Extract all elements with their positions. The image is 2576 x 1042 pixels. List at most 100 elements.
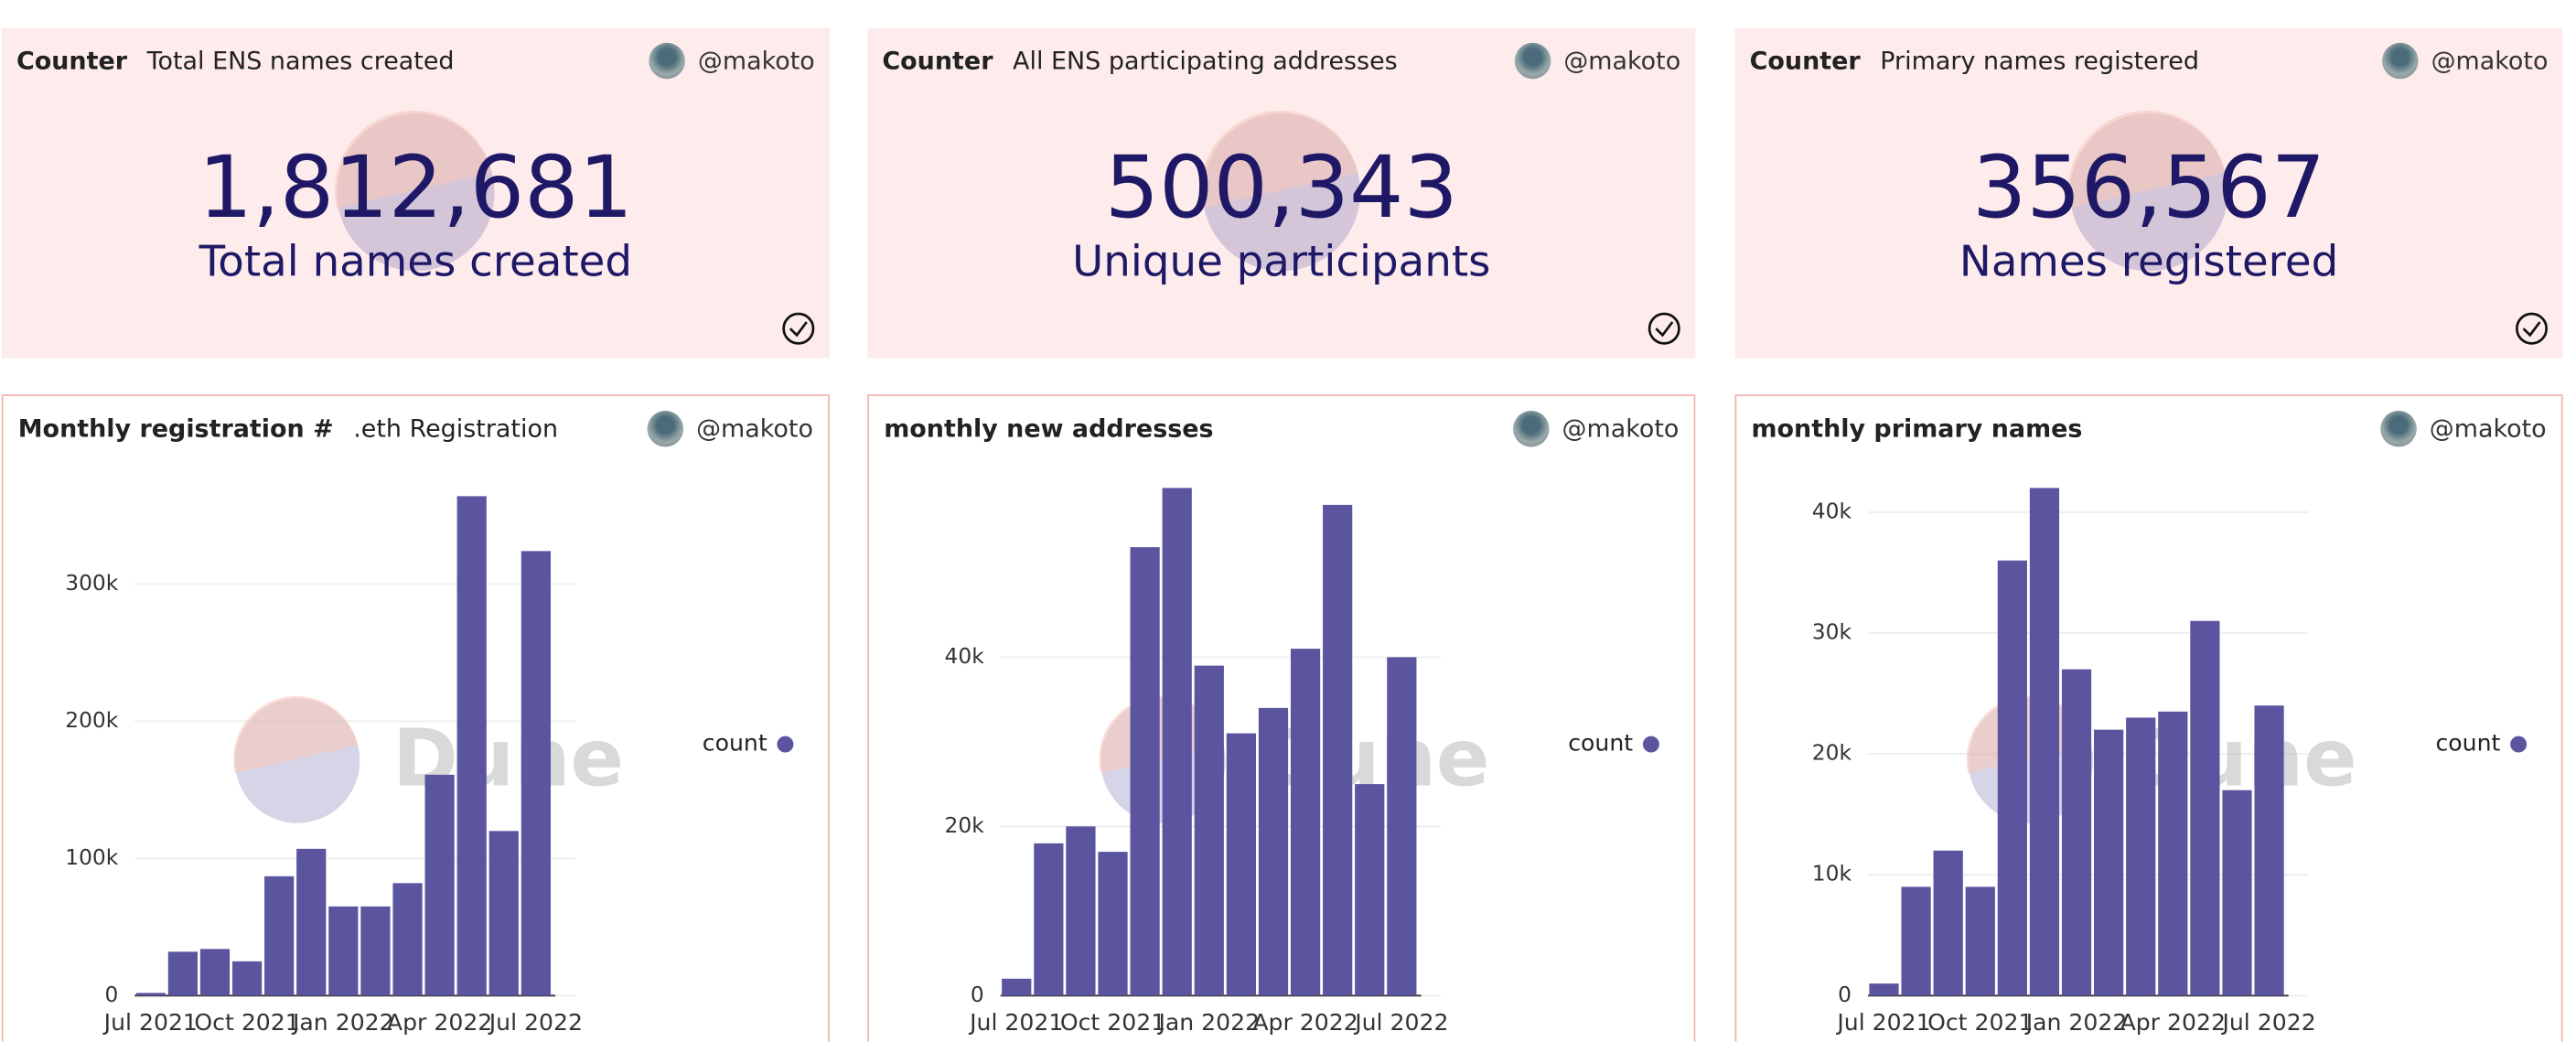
- bar: [231, 961, 263, 996]
- y-tick-label: 30k: [1812, 618, 1852, 644]
- legend-swatch: [777, 736, 794, 753]
- y-tick-label: 40k: [1812, 498, 1852, 523]
- check-icon: [2515, 312, 2549, 345]
- x-tick-label: Jul 2021: [102, 1009, 198, 1036]
- bar: [1869, 983, 1899, 996]
- counter-caption: Names registered: [1959, 238, 2339, 288]
- bar: [167, 951, 199, 996]
- panel-header: monthly new addresses: [884, 414, 1233, 444]
- panel-header: Counter Total ENS names created: [16, 46, 455, 75]
- check-icon: [1648, 312, 1680, 345]
- avatar: [2381, 42, 2419, 80]
- check-circle: [782, 312, 815, 345]
- x-tick-label: Jul 2022: [1353, 1009, 1448, 1036]
- y-tick-label: 0: [104, 982, 118, 1007]
- author: @makoto: [1512, 410, 1680, 447]
- counter-caption: Unique participants: [1072, 238, 1491, 288]
- panel-header: Counter All ENS participating addresses: [882, 46, 1397, 75]
- x-tick-label: Jul 2021: [968, 1009, 1063, 1036]
- counter-card: Counter All ENS participating addresses @m…: [867, 27, 1696, 359]
- y-tick-label: 20k: [1812, 740, 1852, 766]
- bar: [456, 496, 487, 996]
- check-mark: [789, 321, 808, 338]
- panel-title: Primary names registered: [1880, 46, 2199, 76]
- check-mark: [2522, 321, 2541, 338]
- bar: [392, 883, 423, 996]
- bar: [1965, 886, 1995, 996]
- x-tick-label: Apr 2022: [2120, 1009, 2226, 1036]
- author-name: @makoto: [697, 46, 815, 76]
- bar: [1387, 657, 1417, 996]
- author: @makoto: [2379, 410, 2547, 447]
- panel-title: Total ENS names created: [146, 46, 455, 76]
- panel-header: Counter Primary names registered: [1750, 46, 2199, 75]
- panel-label: Counter: [882, 46, 993, 76]
- x-tick-label: Jan 2022: [1156, 1009, 1260, 1036]
- logo-top: [233, 695, 359, 774]
- counter-card: Counter Primary names registered @makoto 35…: [1734, 27, 2563, 359]
- counter-decor: [2067, 110, 2549, 345]
- bar: [264, 875, 295, 996]
- bar: [2061, 669, 2092, 996]
- author-name: @makoto: [1562, 414, 1680, 444]
- counter-value: 356,567: [1971, 139, 2326, 239]
- bar: [2190, 620, 2220, 996]
- bar: [424, 774, 455, 996]
- counter-caption: Total names created: [199, 238, 633, 288]
- y-tick-label: 20k: [945, 812, 985, 838]
- bar: [1258, 707, 1289, 996]
- bar: [2126, 717, 2156, 996]
- avatar: [649, 42, 685, 80]
- chart-card: 0 20k 40k Dune Jul 2021 Oct 2021 Jan 2022 Apr 2…: [867, 394, 1696, 1042]
- x-tick-label: Jul 2021: [1835, 1009, 1930, 1036]
- check-icon: [782, 312, 815, 345]
- bar: [488, 831, 519, 996]
- x-tick-label: Apr 2022: [387, 1009, 492, 1036]
- y-tick-label: 200k: [65, 707, 119, 733]
- panel-label: Counter: [1749, 46, 1861, 76]
- counter-decor: [1200, 110, 1680, 345]
- bar: [135, 993, 166, 996]
- bar: [521, 551, 551, 996]
- x-tick-label: Oct 2021: [1927, 1009, 2033, 1036]
- author: @makoto: [647, 410, 813, 447]
- bar: [296, 848, 327, 996]
- bar: [2222, 790, 2252, 996]
- author: @makoto: [2381, 42, 2548, 80]
- panel-label: Monthly registration #: [17, 414, 334, 444]
- bar: [1933, 850, 1963, 996]
- x-tick-label: Jan 2022: [2024, 1009, 2128, 1036]
- panel-label: Counter: [16, 46, 128, 76]
- logo-top: [2067, 110, 2226, 209]
- chart-card: 0 100k 200k 300k Dune Jul 2021 Oct 2021 Jan 202…: [1, 394, 830, 1042]
- legend-label: count: [2435, 730, 2500, 757]
- counter-card: Counter Total ENS names created @makoto 1,8…: [1, 27, 830, 359]
- logo-top: [334, 110, 492, 209]
- panel-header: monthly primary names: [1751, 414, 2102, 444]
- bar: [360, 906, 391, 996]
- panel-label: monthly new addresses: [884, 414, 1214, 444]
- y-tick-label: 10k: [1812, 861, 1852, 886]
- bar: [1323, 504, 1353, 996]
- bar: [2254, 705, 2284, 996]
- legend-swatch: [2510, 736, 2528, 753]
- bar: [1901, 886, 1931, 996]
- counter-value: 1,812,681: [198, 139, 634, 239]
- panel-label: monthly primary names: [1751, 414, 2083, 444]
- bar: [199, 949, 231, 996]
- x-tick-label: Jan 2022: [291, 1009, 394, 1036]
- bar: [2029, 488, 2060, 996]
- bar: [1130, 547, 1160, 996]
- bars: [135, 496, 551, 996]
- legend-label: count: [703, 730, 767, 757]
- bar: [2158, 711, 2188, 996]
- bar: [1194, 665, 1224, 996]
- bar: [1002, 978, 1032, 996]
- panel-header: Monthly registration # .eth Registration: [18, 414, 558, 444]
- x-tick-label: Jul 2022: [488, 1009, 583, 1036]
- counter-value: 500,343: [1104, 139, 1458, 239]
- author: @makoto: [1514, 42, 1680, 80]
